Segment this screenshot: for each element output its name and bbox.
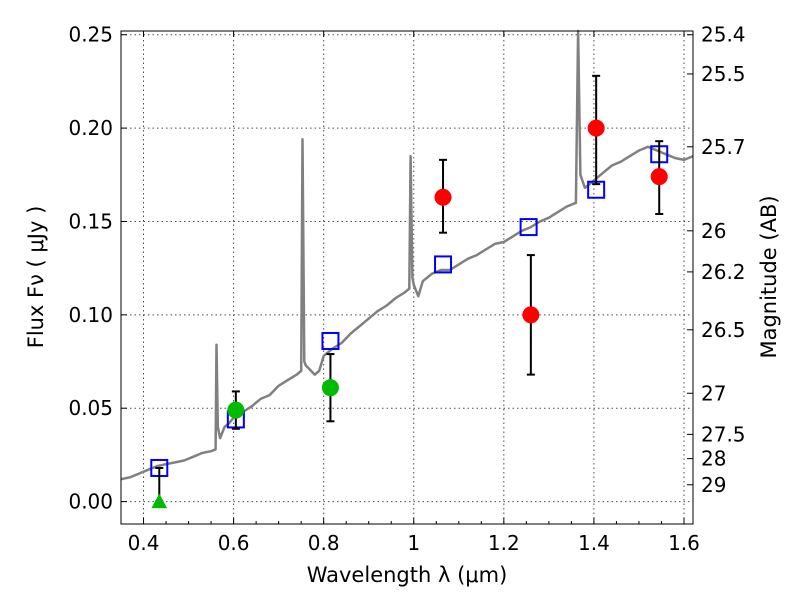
right-tick-label: 25.7	[701, 135, 746, 159]
x-tick-label: 1.4	[578, 531, 610, 555]
y-tick-label: 0.20	[68, 116, 113, 140]
detections-red-point	[434, 188, 452, 206]
x-axis-label: Wavelength λ (μm)	[307, 563, 508, 587]
right-tick-label: 26	[701, 219, 726, 243]
tick-layer: 0.4 0.6 0.8 1 1.2 1.4 1.6 0.00 0.05 0.10 0.15 0.20 0…	[68, 23, 745, 555]
detections-green-point	[321, 379, 339, 397]
right-tick-label: 27.5	[701, 422, 746, 446]
y-tick-label: 0.10	[68, 303, 113, 327]
plot-frame	[120, 30, 694, 525]
grid-layer	[121, 31, 693, 524]
x-tick-label: 0.8	[308, 531, 340, 555]
y-axis-label: Flux Fν ( μJy )	[24, 206, 48, 349]
right-tick-label: 27	[701, 381, 726, 405]
x-tick-label: 1.2	[488, 531, 520, 555]
right-tick-label: 26.2	[701, 260, 746, 284]
detections-red-point	[650, 168, 668, 186]
right-tick-label: 25.4	[701, 23, 746, 47]
spectrum-line	[120, 29, 694, 481]
x-tick-label: 0.6	[218, 531, 250, 555]
model-square-marker	[321, 331, 340, 350]
y-axis-label-right: Magnitude (AB)	[757, 195, 781, 358]
upper-limit-triangle	[151, 493, 168, 509]
model-square-marker	[434, 255, 453, 274]
right-tick-label: 29	[701, 473, 726, 497]
right-tick-label: 28	[701, 447, 726, 471]
model-square-marker	[519, 218, 538, 237]
data-layer	[120, 29, 694, 509]
y-tick-label: 0.00	[68, 490, 113, 514]
x-tick-label: 1	[407, 531, 420, 555]
y-tick-label: 0.15	[68, 209, 113, 233]
y-tick-label: 0.25	[68, 23, 113, 47]
detections-red-point	[587, 119, 605, 137]
detections-green-point	[227, 401, 245, 419]
x-tick-label: 0.4	[128, 531, 160, 555]
y-tick-label: 0.05	[68, 396, 113, 420]
right-tick-label: 26.5	[701, 318, 746, 342]
x-tick-label: 1.6	[668, 531, 700, 555]
detections-red-point	[522, 306, 540, 324]
right-tick-label: 25.5	[701, 62, 746, 86]
